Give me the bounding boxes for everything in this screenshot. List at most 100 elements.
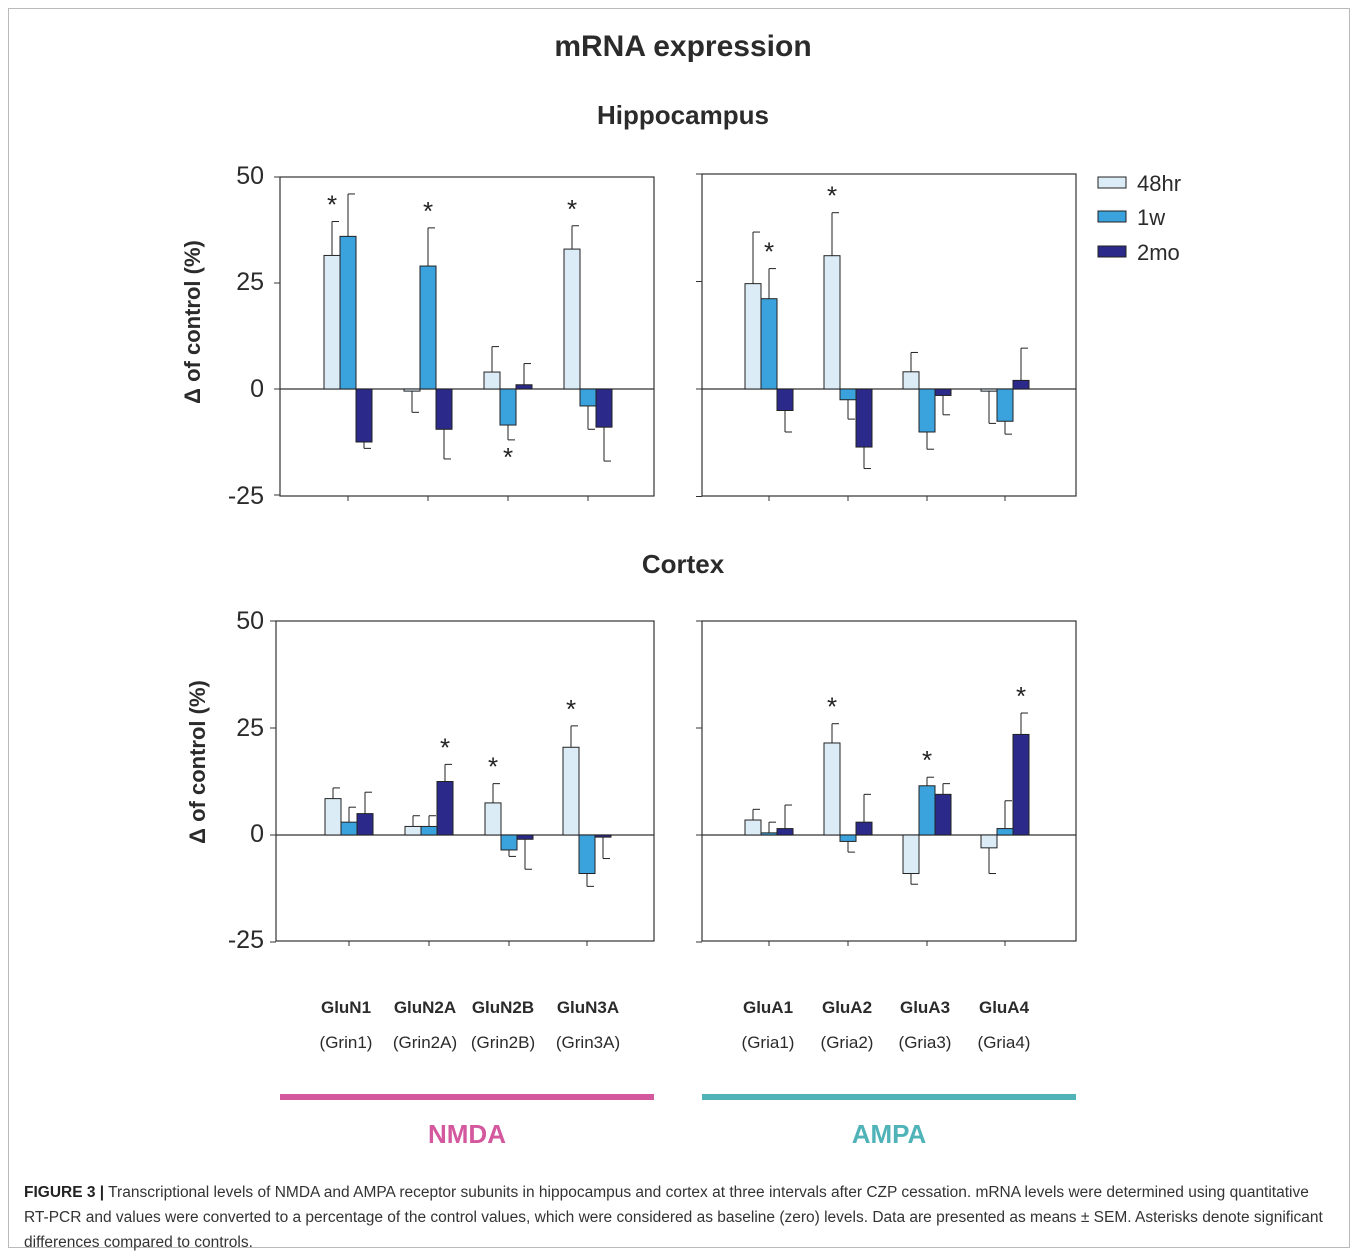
bar-2mo bbox=[516, 834, 534, 840]
bar-48hr bbox=[324, 798, 342, 836]
legend-label-1w: 1w bbox=[1137, 205, 1165, 230]
bar-1w bbox=[839, 834, 857, 842]
bar-1w bbox=[578, 834, 596, 875]
bar-1w bbox=[918, 388, 936, 433]
bar-1w bbox=[499, 388, 517, 426]
bar-48hr bbox=[744, 819, 762, 836]
bar-48hr bbox=[483, 371, 501, 390]
bar-48hr bbox=[484, 802, 502, 836]
y-tick-label: -25 bbox=[228, 482, 264, 510]
legend-swatch-2mo bbox=[1097, 245, 1127, 258]
category-labels-nmda: GluN1 (Grin1) GluN2A (Grin2A) GluN2B (Gr… bbox=[320, 998, 621, 1052]
bar-2mo bbox=[356, 813, 374, 836]
plot-area bbox=[279, 176, 655, 497]
category-label: GluN1 bbox=[321, 998, 371, 1017]
legend-label-48hr: 48hr bbox=[1137, 171, 1181, 196]
category-label: GluA4 bbox=[979, 998, 1030, 1017]
ampa-group-bar bbox=[702, 1094, 1076, 1100]
y-tick-label: 0 bbox=[250, 375, 264, 403]
significance-asterisk: * bbox=[567, 194, 577, 224]
legend-swatch-48hr bbox=[1097, 176, 1127, 189]
y-axis-label-hippocampus: Δ of control (%) bbox=[180, 240, 205, 404]
bar-1w bbox=[918, 785, 936, 836]
bar-1w bbox=[760, 832, 778, 836]
caption-label: FIGURE 3 | bbox=[24, 1184, 105, 1201]
figure-caption: FIGURE 3 | Transcriptional levels of NMD… bbox=[24, 1180, 1334, 1255]
category-gene: (Gria1) bbox=[742, 1033, 795, 1052]
bar-1w bbox=[839, 388, 857, 401]
bar-2mo bbox=[515, 384, 533, 390]
nmda-group-bar bbox=[280, 1094, 654, 1100]
bar-2mo bbox=[855, 821, 873, 836]
bar-1w bbox=[996, 828, 1014, 836]
significance-asterisk: * bbox=[440, 732, 450, 762]
y-tick-label: 50 bbox=[236, 607, 264, 635]
bar-2mo bbox=[776, 388, 794, 411]
category-label: GluN2B bbox=[472, 998, 534, 1017]
significance-asterisk: * bbox=[1016, 681, 1026, 711]
plot-area bbox=[701, 173, 1077, 497]
y-ticks-hippocampus: 50 25 0 -25 bbox=[228, 162, 264, 510]
bar-1w bbox=[500, 834, 518, 851]
bar-48hr bbox=[404, 825, 422, 836]
bar-48hr bbox=[323, 254, 341, 390]
bar-2mo bbox=[594, 834, 612, 838]
bar-1w bbox=[339, 235, 357, 390]
chart-marks: * * * * * * * * * * * * bbox=[270, 173, 1077, 946]
bar-48hr bbox=[902, 834, 920, 875]
bar-48hr bbox=[980, 834, 998, 849]
y-axis-label-cortex: Δ of control (%) bbox=[185, 680, 210, 844]
bar-2mo bbox=[934, 793, 952, 836]
significance-asterisk: * bbox=[327, 190, 337, 220]
category-gene: (Grin2B) bbox=[471, 1033, 535, 1052]
bar-1w bbox=[340, 821, 358, 836]
y-tick-label: -25 bbox=[228, 926, 264, 954]
category-gene: (Grin1) bbox=[320, 1033, 373, 1052]
nmda-group-label: NMDA bbox=[428, 1119, 506, 1149]
category-label: GluA3 bbox=[900, 998, 950, 1017]
category-gene: (Grin2A) bbox=[393, 1033, 457, 1052]
significance-asterisk: * bbox=[503, 442, 513, 472]
plot-area bbox=[275, 620, 655, 942]
category-gene: (Grin3A) bbox=[556, 1033, 620, 1052]
bar-2mo bbox=[435, 388, 453, 430]
y-ticks-cortex: 50 25 0 -25 bbox=[228, 607, 264, 954]
figure-frame bbox=[8, 8, 1350, 1248]
bar-1w bbox=[760, 298, 778, 390]
region-title-hippocampus: Hippocampus bbox=[597, 100, 769, 130]
significance-asterisk: * bbox=[827, 692, 837, 722]
bar-48hr bbox=[980, 388, 998, 392]
bar-2mo bbox=[776, 828, 794, 836]
bar-2mo bbox=[1012, 379, 1030, 390]
significance-asterisk: * bbox=[423, 196, 433, 226]
significance-asterisk: * bbox=[827, 181, 837, 211]
significance-asterisk: * bbox=[922, 745, 932, 775]
y-tick-label: 25 bbox=[236, 714, 264, 742]
category-gene: (Gria4) bbox=[978, 1033, 1031, 1052]
region-title-cortex: Cortex bbox=[642, 549, 725, 579]
plot-area bbox=[701, 620, 1077, 942]
bar-1w bbox=[420, 825, 438, 836]
bar-1w bbox=[579, 388, 597, 407]
significance-asterisk: * bbox=[566, 694, 576, 724]
category-label: GluN2A bbox=[394, 998, 456, 1017]
bar-2mo bbox=[1012, 733, 1030, 836]
category-label: GluA2 bbox=[822, 998, 872, 1017]
category-gene: (Gria3) bbox=[899, 1033, 952, 1052]
bar-2mo bbox=[855, 388, 873, 448]
figure-title: mRNA expression bbox=[554, 30, 811, 63]
ampa-group-label: AMPA bbox=[852, 1119, 927, 1149]
significance-asterisk: * bbox=[764, 237, 774, 267]
bar-2mo bbox=[436, 781, 454, 836]
caption-text: Transcriptional levels of NMDA and AMPA … bbox=[24, 1184, 1323, 1251]
category-label: GluA1 bbox=[743, 998, 793, 1017]
bar-1w bbox=[419, 265, 437, 390]
legend-label-2mo: 2mo bbox=[1137, 240, 1180, 265]
bar-48hr bbox=[902, 371, 920, 390]
significance-asterisk: * bbox=[488, 752, 498, 782]
bar-2mo bbox=[355, 388, 373, 443]
bar-48hr bbox=[403, 388, 421, 392]
figure-chart: mRNA expression Hippocampus Cortex Δ of … bbox=[180, 30, 1181, 1149]
bar-48hr bbox=[823, 742, 841, 836]
y-tick-label: 50 bbox=[236, 162, 264, 190]
